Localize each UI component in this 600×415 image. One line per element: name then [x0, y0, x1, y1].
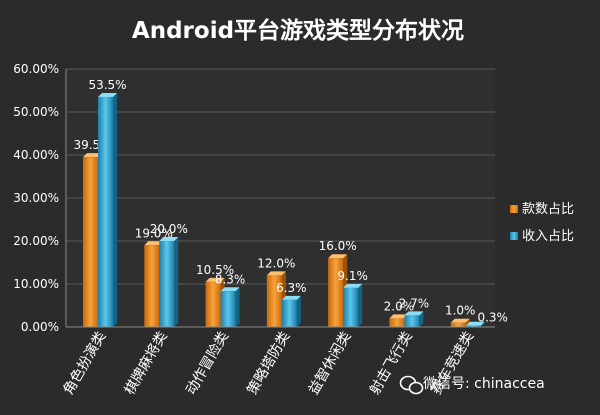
y-tick-label: 60.00% [13, 62, 59, 76]
data-label: 1.0% [445, 304, 476, 318]
bar-revenue-share [220, 287, 240, 327]
data-label: 8.3% [215, 272, 246, 286]
legend-label: 款数占比 [522, 202, 574, 217]
data-label: 16.0% [319, 239, 357, 253]
data-label: 6.3% [276, 281, 307, 295]
data-label: 19.0% [135, 226, 173, 240]
legend-label: 收入占比 [522, 229, 574, 244]
y-tick-label: 10.00% [13, 277, 59, 291]
data-label: 12.0% [257, 256, 295, 270]
watermark: 微信号: chinaccea [399, 375, 545, 395]
legend-swatch [510, 232, 518, 240]
bar-revenue-share [343, 283, 363, 327]
data-label: 20.0% [150, 222, 188, 236]
data-label: 2.7% [399, 296, 430, 310]
bar-revenue-share [465, 321, 485, 327]
data-label: 10.5% [196, 263, 234, 277]
legend-swatch [510, 205, 518, 213]
y-tick-label: 40.00% [13, 148, 59, 162]
chart-title: Android平台游戏类型分布状况 [132, 17, 464, 44]
x-tick-label: 角色扮演类 [60, 329, 110, 398]
bar-revenue-share [281, 295, 301, 327]
data-label: 0.3% [477, 311, 508, 325]
y-tick-label: 20.00% [13, 234, 59, 248]
wechat-icon [399, 375, 424, 395]
watermark-text: 微信号: chinaccea [423, 376, 545, 392]
y-tick-label: 0.00% [21, 320, 59, 334]
y-tick-label: 30.00% [13, 191, 59, 205]
y-axis: 0.00% 10.00% 20.00% 30.00% 40.00% 50.00% 60.00… [13, 62, 67, 334]
x-tick-label: 射击飞行类 [367, 329, 416, 398]
data-label: 9.1% [337, 269, 368, 283]
bar-revenue-share [159, 237, 179, 327]
bars: 39.5%53.5%19.0%20.0%10.5%8.3%12.0%6.3%16… [73, 78, 508, 327]
bar-revenue-share [404, 311, 424, 327]
data-label: 2.0% [384, 299, 415, 313]
x-tick-label: 策略塔防类 [244, 329, 294, 398]
y-tick-label: 50.00% [13, 105, 59, 119]
x-tick-label: 棋牌麻将类 [121, 329, 171, 398]
bar-revenue-share [98, 92, 117, 327]
data-label: 53.5% [88, 78, 126, 92]
x-tick-label: 益智休闲类 [306, 329, 355, 398]
x-tick-label: 动作冒险类 [183, 329, 232, 398]
